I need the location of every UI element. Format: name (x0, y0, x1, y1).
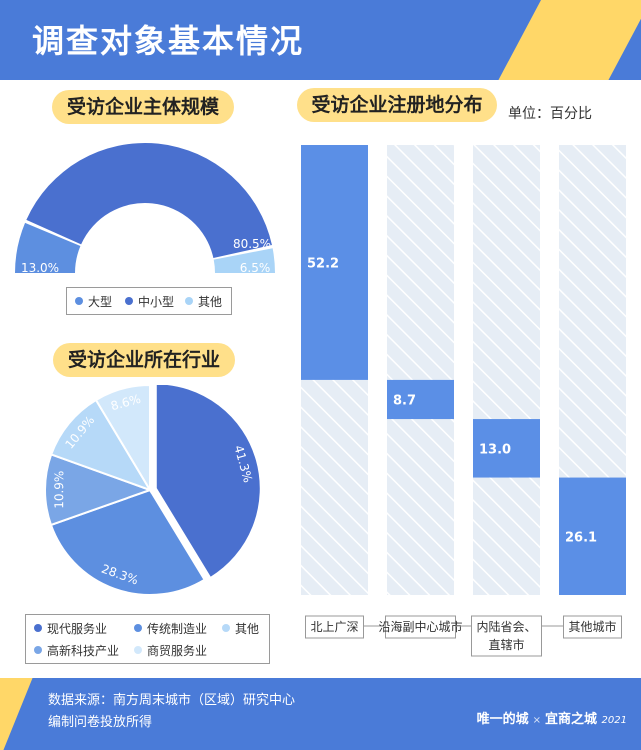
pie-slice-4 (94, 385, 151, 494)
category-label-0: 北上广深 (310, 620, 358, 634)
legend-dot (185, 297, 193, 305)
legend-item-traditional-mfg: 传统制造业 (134, 620, 207, 637)
legend-dot (125, 297, 133, 305)
chart-title-registration: 受访企业注册地分布 (297, 88, 497, 122)
source-line-1: 数据来源：南方周末城市（区域）研究中心 (48, 693, 296, 708)
pie-slice-2 (44, 453, 153, 527)
category-box-2 (471, 615, 542, 657)
pie-label-2: 10.9% (52, 471, 66, 509)
legend-dot (134, 646, 142, 654)
legend-item-commerce: 商贸服务业 (134, 642, 207, 659)
legend-item-modern-service: 现代服务业 (34, 620, 107, 637)
legend-item-other: 其他 (185, 293, 222, 310)
category-box-3 (563, 615, 622, 639)
legend-dot (34, 646, 42, 654)
legend-dot (222, 624, 230, 632)
semi-donut-slice-1 (26, 143, 272, 258)
semi-donut-label-2: 6.5% (240, 261, 271, 275)
pie-slice-0 (154, 385, 262, 580)
brand-logo: 唯一的城 × 宜商之城 2021 (476, 712, 627, 727)
category-label-3: 其他城市 (568, 619, 616, 634)
bar-1 (387, 379, 454, 420)
category-box-1 (385, 615, 456, 639)
header-corner-decoration (498, 0, 641, 80)
legend-dot (75, 297, 83, 305)
footer-banner: 数据来源：南方周末城市（区域）研究中心 编制问卷投放所得 唯一的城 × 宜商之城 2… (0, 678, 641, 750)
footer-corner-decoration (0, 678, 33, 750)
semi-donut-label-0: 13.0% (21, 261, 59, 275)
pie-slice-3 (49, 398, 153, 492)
legend-dot (34, 624, 42, 632)
category-label-2: 直辖市 (488, 637, 524, 652)
legend-item-sme: 中小型 (125, 293, 174, 310)
unit-label: 单位：百分比 (508, 106, 592, 122)
category-box-0 (305, 615, 364, 639)
data-source: 数据来源：南方周末城市（区域）研究中心 编制问卷投放所得 (48, 690, 295, 734)
registration-bar-chart: 52.2 北上广深 8.7 沿海副中心城市 13.0 内陆省会、直辖市 26.1 其他城市 (301, 145, 626, 657)
industry-legend: 现代服务业 传统制造业 其他 高新科技产业 商贸服务业 (25, 614, 270, 664)
source-line-2: 编制问卷投放所得 (48, 715, 153, 730)
legend-dot (134, 624, 142, 632)
bar-2 (473, 419, 540, 478)
bar-value-label-0: 52.2 (307, 256, 339, 271)
semi-donut-label-1: 80.5% (233, 237, 271, 251)
chart-title-industry: 受访企业所在行业 (53, 343, 235, 377)
category-label-2: 内陆省会、 (476, 619, 536, 634)
bar-0 (301, 145, 368, 380)
legend-item-large: 大型 (75, 293, 112, 310)
scale-semi-donut-chart: 13.0% 80.5% 6.5% (15, 143, 275, 275)
bar-value-label-3: 26.1 (565, 530, 597, 545)
industry-pie-chart: 41.3%28.3%10.9%10.9%8.6% (44, 385, 262, 595)
chart-title-scale: 受访企业主体规模 (52, 90, 234, 124)
semi-donut-slice-2 (213, 248, 275, 273)
bar-3 (559, 477, 626, 595)
legend-item-other: 其他 (222, 620, 259, 637)
bar-value-label-2: 13.0 (479, 442, 511, 457)
bar-value-label-1: 8.7 (393, 393, 416, 408)
semi-donut-slice-0 (15, 222, 81, 273)
header-banner: 调查对象基本情况 (0, 0, 641, 80)
pie-slice-1 (49, 488, 206, 595)
legend-item-hightech: 高新科技产业 (34, 642, 119, 659)
bar-track-1 (387, 145, 454, 595)
scale-legend: 大型 中小型 其他 (66, 287, 232, 315)
category-label-1: 沿海副中心城市 (378, 619, 462, 634)
page-title: 调查对象基本情况 (32, 22, 305, 60)
bar-track-2 (473, 145, 540, 595)
